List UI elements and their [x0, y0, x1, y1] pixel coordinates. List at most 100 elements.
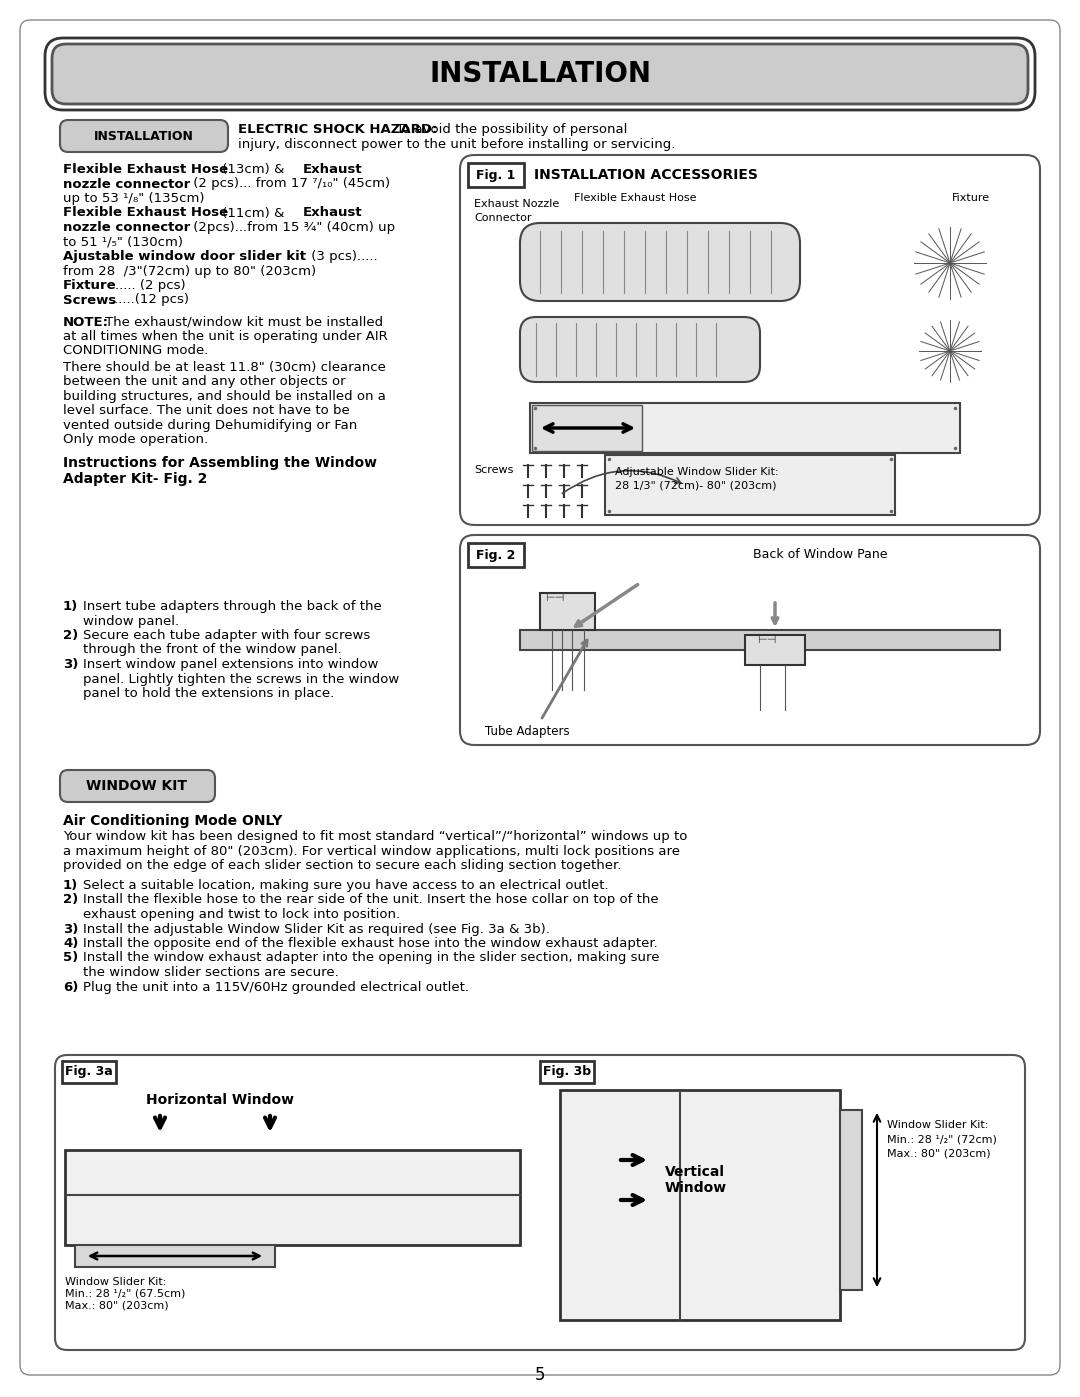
- Text: 1): 1): [63, 599, 78, 613]
- Text: Exhaust: Exhaust: [303, 207, 363, 219]
- Ellipse shape: [519, 225, 549, 299]
- Circle shape: [578, 475, 586, 483]
- Ellipse shape: [519, 319, 545, 380]
- Text: 4): 4): [63, 937, 79, 950]
- Text: Window Slider Kit:: Window Slider Kit:: [887, 1120, 988, 1130]
- Text: (2pcs)...from 15 ¾" (40cm) up: (2pcs)...from 15 ¾" (40cm) up: [189, 221, 395, 235]
- Text: ..... (2 pcs): ..... (2 pcs): [114, 279, 186, 292]
- Text: nozzle connector: nozzle connector: [63, 221, 190, 235]
- Text: WINDOW KIT: WINDOW KIT: [86, 780, 188, 793]
- Bar: [561, 1090, 840, 1320]
- Circle shape: [548, 692, 556, 698]
- Text: a maximum height of 80" (203cm). For vertical window applications, multi lock po: a maximum height of 80" (203cm). For ver…: [63, 845, 680, 858]
- Text: Vertical: Vertical: [665, 1165, 725, 1179]
- Text: Flexible Exhaust Hose: Flexible Exhaust Hose: [573, 193, 697, 203]
- Text: INSTALLATION: INSTALLATION: [429, 60, 651, 88]
- Text: provided on the edge of each slider section to secure each sliding section toget: provided on the edge of each slider sect…: [63, 859, 621, 872]
- Text: 3): 3): [63, 922, 79, 936]
- Bar: [605, 455, 895, 515]
- Circle shape: [524, 515, 532, 522]
- Text: building structures, and should be installed on a: building structures, and should be insta…: [63, 390, 386, 402]
- Text: To avoid the possibility of personal: To avoid the possibility of personal: [392, 123, 627, 136]
- Text: panel to hold the extensions in place.: panel to hold the extensions in place.: [83, 687, 334, 700]
- Text: Install the adjustable Window Slider Kit as required (see Fig. 3a & 3b).: Install the adjustable Window Slider Kit…: [83, 922, 550, 936]
- Text: from 28  /3"(72cm) up to 80" (203cm): from 28 /3"(72cm) up to 80" (203cm): [63, 264, 316, 278]
- Circle shape: [578, 515, 586, 522]
- FancyBboxPatch shape: [460, 535, 1040, 745]
- Bar: [65, 1150, 519, 1245]
- Text: Flexible Exhaust Hose: Flexible Exhaust Hose: [63, 207, 228, 219]
- Text: Max.: 80" (203cm): Max.: 80" (203cm): [887, 1148, 990, 1158]
- Text: Screws: Screws: [474, 465, 513, 475]
- FancyBboxPatch shape: [460, 155, 1040, 525]
- FancyBboxPatch shape: [60, 770, 215, 802]
- Text: ......(12 pcs): ......(12 pcs): [110, 293, 189, 306]
- Text: Window Slider Kit:: Window Slider Kit:: [65, 1277, 166, 1287]
- Bar: [468, 543, 524, 567]
- Text: Instructions for Assembling the Window: Instructions for Assembling the Window: [63, 455, 377, 469]
- Text: through the front of the window panel.: through the front of the window panel.: [83, 644, 341, 657]
- Text: Fig. 1: Fig. 1: [476, 169, 515, 182]
- Text: Min.: 28 ¹/₂" (67.5cm): Min.: 28 ¹/₂" (67.5cm): [65, 1289, 186, 1299]
- Text: (11cm) &: (11cm) &: [218, 207, 288, 219]
- Bar: [532, 405, 642, 451]
- Bar: [540, 1060, 594, 1083]
- Text: ⊢⊣: ⊢⊣: [757, 636, 777, 645]
- Bar: [468, 163, 524, 187]
- FancyBboxPatch shape: [21, 20, 1059, 1375]
- Text: Your window kit has been designed to fit most standard “vertical”/“horizontal” w: Your window kit has been designed to fit…: [63, 830, 687, 842]
- Text: (2 pcs)... from 17 ⁷/₁₀" (45cm): (2 pcs)... from 17 ⁷/₁₀" (45cm): [189, 177, 390, 190]
- Text: Air Conditioning Mode ONLY: Air Conditioning Mode ONLY: [63, 814, 282, 828]
- Text: 2): 2): [63, 629, 78, 643]
- Bar: [595, 592, 640, 630]
- Circle shape: [781, 711, 789, 719]
- Text: 3): 3): [63, 658, 79, 671]
- Text: Adjustable Window Slider Kit:: Adjustable Window Slider Kit:: [615, 467, 779, 476]
- Text: NOTE:: NOTE:: [63, 316, 109, 328]
- Text: ⊢⊣: ⊢⊣: [545, 592, 565, 604]
- Text: window panel.: window panel.: [83, 615, 179, 627]
- Text: The exhaust/window kit must be installed: The exhaust/window kit must be installed: [105, 316, 383, 328]
- Circle shape: [756, 711, 764, 719]
- Text: ELECTRIC SHOCK HAZARD:: ELECTRIC SHOCK HAZARD:: [238, 123, 437, 136]
- Text: Install the flexible hose to the rear side of the unit. Insert the hose collar o: Install the flexible hose to the rear si…: [83, 894, 659, 907]
- Bar: [530, 402, 960, 453]
- Text: between the unit and any other objects or: between the unit and any other objects o…: [63, 376, 346, 388]
- Text: Adapter Kit- Fig. 2: Adapter Kit- Fig. 2: [63, 472, 207, 486]
- Bar: [75, 1245, 275, 1267]
- Text: Fixture: Fixture: [63, 279, 117, 292]
- Text: level surface. The unit does not have to be: level surface. The unit does not have to…: [63, 405, 350, 418]
- Text: up to 53 ¹/₈" (135cm): up to 53 ¹/₈" (135cm): [63, 191, 204, 205]
- Circle shape: [561, 515, 568, 522]
- Text: Horizontal Window: Horizontal Window: [146, 1092, 294, 1106]
- Text: Back of Window Pane: Back of Window Pane: [753, 549, 888, 562]
- Circle shape: [524, 475, 532, 483]
- Text: Ajustable window door slider kit: Ajustable window door slider kit: [63, 250, 306, 263]
- FancyBboxPatch shape: [60, 120, 228, 152]
- Text: Secure each tube adapter with four screws: Secure each tube adapter with four screw…: [83, 629, 370, 643]
- Text: Flexible Exhaust Hose: Flexible Exhaust Hose: [63, 163, 228, 176]
- FancyBboxPatch shape: [519, 224, 800, 300]
- Text: INSTALLATION ACCESSORIES: INSTALLATION ACCESSORIES: [534, 168, 758, 182]
- Text: Only mode operation.: Only mode operation.: [63, 433, 208, 447]
- Circle shape: [542, 475, 550, 483]
- Text: (13cm) &: (13cm) &: [218, 163, 288, 176]
- Text: the window slider sections are secure.: the window slider sections are secure.: [83, 965, 339, 979]
- Circle shape: [916, 317, 984, 386]
- Circle shape: [848, 407, 892, 450]
- Circle shape: [580, 692, 588, 698]
- Bar: [519, 630, 1000, 650]
- Text: Connector: Connector: [474, 212, 531, 224]
- Text: Exhaust Nozzle: Exhaust Nozzle: [474, 198, 559, 210]
- Text: CONDITIONING mode.: CONDITIONING mode.: [63, 345, 208, 358]
- Circle shape: [542, 515, 550, 522]
- Text: Exhaust: Exhaust: [303, 163, 363, 176]
- Text: 6): 6): [63, 981, 79, 993]
- Text: Max.: 80" (203cm): Max.: 80" (203cm): [65, 1301, 168, 1310]
- Text: 28 1/3" (72cm)- 80" (203cm): 28 1/3" (72cm)- 80" (203cm): [615, 481, 777, 490]
- Text: panel. Lightly tighten the screws in the window: panel. Lightly tighten the screws in the…: [83, 672, 400, 686]
- Text: vented outside during Dehumidifying or Fan: vented outside during Dehumidifying or F…: [63, 419, 357, 432]
- Circle shape: [561, 495, 568, 503]
- Text: Insert tube adapters through the back of the: Insert tube adapters through the back of…: [83, 599, 381, 613]
- Text: Tube Adapters: Tube Adapters: [485, 725, 569, 738]
